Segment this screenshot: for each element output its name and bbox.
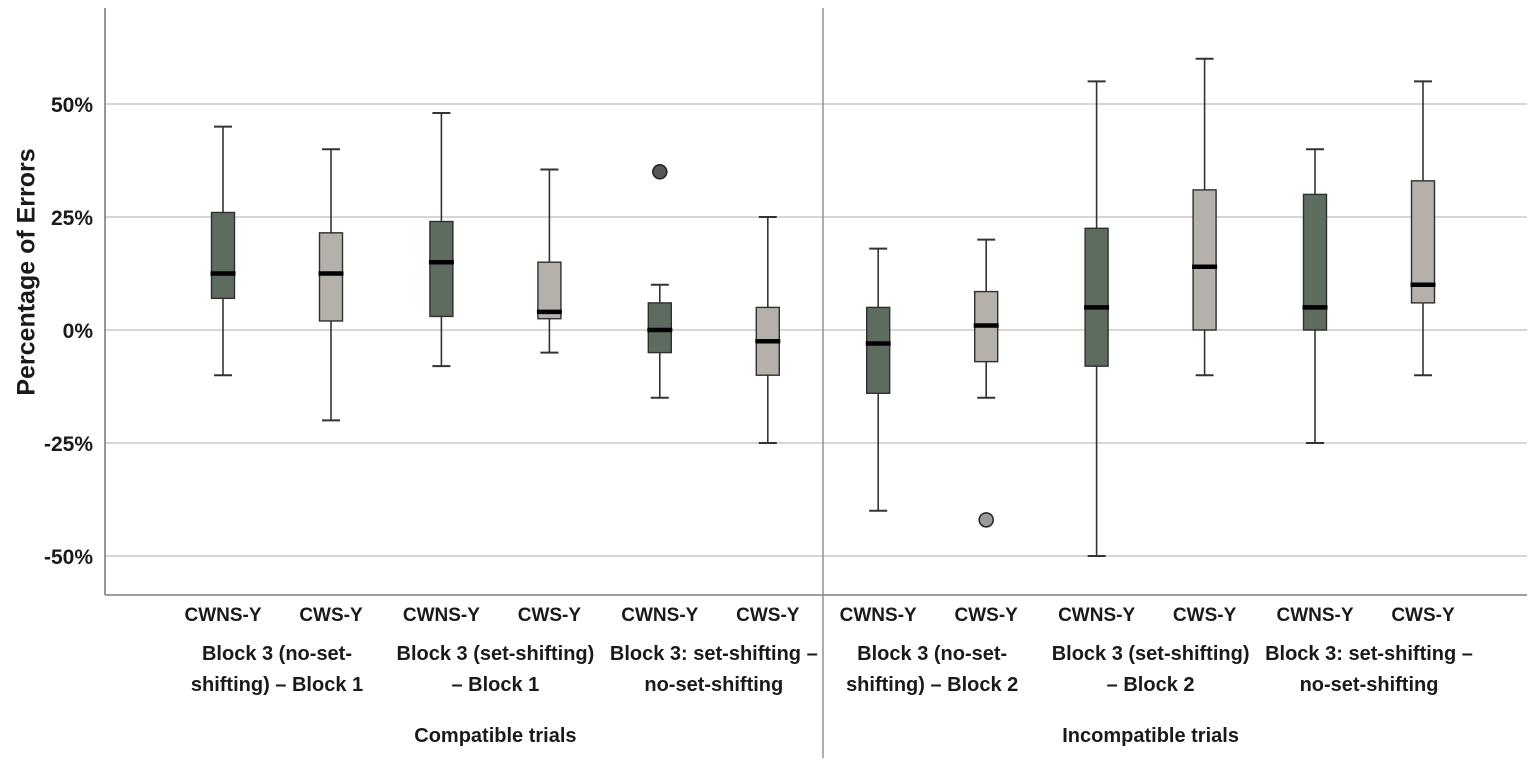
group-label-line: Block 3 (set-shifting) <box>1052 643 1250 665</box>
group-label-line: Block 3: set-shifting – <box>1265 643 1473 665</box>
section-label: Compatible trials <box>414 725 576 747</box>
boxplot-box <box>537 261 562 320</box>
boxplot-box <box>210 211 236 300</box>
series-tick-label: CWS-Y <box>1173 605 1237 626</box>
boxplot-box <box>1084 227 1109 367</box>
series-tick-label: CWNS-Y <box>1058 605 1135 626</box>
group-label-line: Block 3: set-shifting – <box>610 643 818 665</box>
y-tick-label: 50% <box>51 94 93 117</box>
series-tick-label: CWNS-Y <box>840 605 917 626</box>
boxplot-outlier <box>978 512 994 528</box>
y-tick-label: 0% <box>63 320 94 343</box>
series-tick-label: CWS-Y <box>955 605 1019 626</box>
series-tick-label: CWS-Y <box>518 605 582 626</box>
group-label-line: no-set-shifting <box>1300 674 1439 696</box>
group-label-line: Block 3 (no-set- <box>202 643 352 665</box>
boxplot-box <box>1302 193 1328 331</box>
series-tick-label: CWNS-Y <box>184 605 261 626</box>
series-tick-label: CWS-Y <box>1391 605 1455 626</box>
series-tick-label: CWS-Y <box>299 605 363 626</box>
group-label-line: no-set-shifting <box>644 674 783 696</box>
y-axis-title: Percentage of Errors <box>12 148 41 396</box>
group-label-line: Block 3 (no-set- <box>857 643 1007 665</box>
series-tick-label: CWS-Y <box>736 605 800 626</box>
boxplot-box <box>1410 180 1436 304</box>
boxplot-box <box>429 220 454 318</box>
boxplot-box <box>866 306 891 394</box>
y-tick-label: -50% <box>44 546 93 569</box>
group-label-line: shifting) – Block 1 <box>191 674 363 696</box>
group-label-line: – Block 2 <box>1107 674 1195 696</box>
series-tick-label: CWNS-Y <box>1276 605 1353 626</box>
group-label-line: Block 3 (set-shifting) <box>397 643 595 665</box>
group-label-line: – Block 1 <box>451 674 539 696</box>
y-tick-label: -25% <box>44 433 93 456</box>
group-label-line: shifting) – Block 2 <box>846 674 1018 696</box>
series-tick-label: CWNS-Y <box>403 605 480 626</box>
boxplot-box <box>1192 189 1217 331</box>
section-label: Incompatible trials <box>1062 725 1239 747</box>
series-tick-label: CWNS-Y <box>621 605 698 626</box>
boxplot-outlier <box>652 164 668 180</box>
boxplot-box <box>647 302 672 354</box>
boxplot-box <box>318 232 344 322</box>
y-tick-label: 25% <box>51 207 93 230</box>
